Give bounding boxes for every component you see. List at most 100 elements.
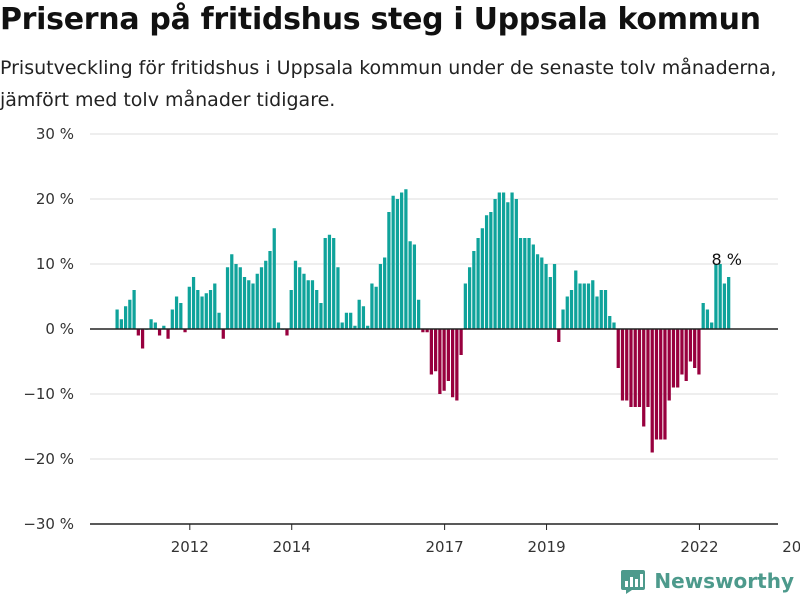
bar [459,329,463,355]
bar [170,309,174,329]
bar [684,329,688,381]
x-tick-label: 2022 [680,538,718,556]
bar [221,329,225,339]
bar [404,189,408,329]
bar [349,312,353,329]
bar [544,264,548,329]
y-tick-label: 10 % [36,255,74,273]
x-tick-label: 2019 [527,538,565,556]
bar [157,329,162,336]
bar [552,264,557,329]
bar [395,199,400,329]
bar [191,277,196,329]
bar [196,290,200,329]
bar [616,329,620,368]
bar [336,267,340,329]
bar [370,283,374,329]
bar [476,238,480,329]
bar [688,329,693,362]
bar [480,228,484,329]
data-label-last: 8 % [711,250,741,269]
bar [272,228,276,329]
bar [204,293,208,329]
bar [718,264,722,329]
bar [255,273,259,329]
bar [506,202,510,329]
bar [625,329,629,401]
bar [680,329,684,375]
bar [247,280,251,329]
bar [200,296,204,329]
bar [442,329,446,391]
chart-subtitle: Prisutveckling för fritidshus i Uppsala … [0,57,777,111]
bar [578,283,582,329]
bar [136,329,140,336]
bars [115,189,731,453]
bar [671,329,676,388]
bar [425,329,429,333]
bar [132,290,136,329]
bar [434,329,438,372]
bar [582,283,586,329]
bar [586,283,591,329]
bar [285,329,289,336]
bar [187,286,191,329]
bar [676,329,680,388]
y-tick-label: −10 % [23,385,74,403]
bar [217,312,221,329]
bar [565,296,569,329]
bar [366,325,370,329]
data-labels: 8 % [711,250,741,269]
bar [293,260,298,329]
bar [306,280,310,329]
y-tick-label: −20 % [23,450,74,468]
bar [115,309,119,329]
x-axis: 2012 2014 2017 2019 2022 2024 [171,524,800,556]
bar [153,322,157,329]
bar [166,329,170,339]
x-tick-label: 2012 [171,538,209,556]
bar [230,254,234,329]
bar [629,329,633,407]
bar [548,277,552,329]
bar [234,264,238,329]
bar [497,192,501,329]
bar [531,244,535,329]
brand-name: Newsworthy [654,569,794,593]
bar [599,290,603,329]
bar [569,290,574,329]
x-tick-label: 2014 [273,538,311,556]
bar [319,303,323,329]
bar [208,290,213,329]
y-axis: 30 % 20 % 10 % 0 % −10 % −20 % −30 % [23,125,74,533]
bar [128,299,132,329]
bar [417,299,421,329]
bar [162,325,166,329]
bar [344,312,349,329]
bar [310,280,315,329]
bar [264,260,268,329]
bar [467,267,472,329]
bar [374,286,378,329]
bar [484,215,489,329]
bar [140,329,145,349]
bar [242,277,247,329]
bar [412,244,417,329]
bar [574,270,578,329]
y-tick-label: 30 % [36,125,74,143]
bar [633,329,637,407]
bar [361,306,366,329]
bar [603,290,608,329]
bar [327,234,332,329]
bar [693,329,697,368]
bar [238,267,242,329]
x-tick-label: 2017 [426,538,464,556]
bar [429,329,433,375]
x-tick-label: 2024 [782,538,800,556]
bar [183,329,187,333]
bar [514,199,518,329]
bar [391,195,395,329]
bar [527,238,531,329]
brand: Newsworthy [620,568,794,594]
newsworthy-logo-icon [621,570,646,594]
